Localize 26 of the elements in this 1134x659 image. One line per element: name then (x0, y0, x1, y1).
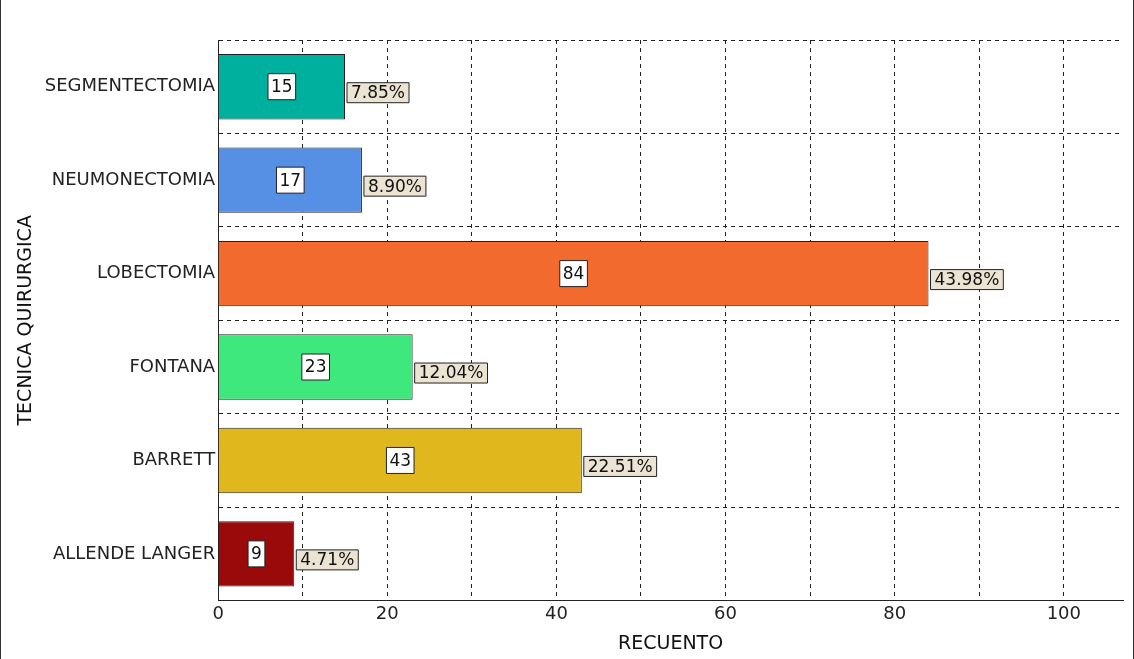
annotation: 7.85% (351, 82, 406, 103)
data-label: 17 (279, 169, 302, 190)
y-tick-label: LOBECTOMIA (97, 261, 216, 283)
x-tick-label: 60 (714, 602, 737, 624)
y-axis-title: TECNICA QUIRURGICA (13, 215, 36, 427)
y-tick-label: ALLENDE LANGER (52, 541, 216, 563)
data-label: 9 (251, 543, 262, 564)
y-tick-label: FONTANA (129, 354, 216, 376)
annotation: 8.90% (367, 175, 422, 196)
annotation: 43.98% (934, 269, 1000, 290)
x-tick-label: 20 (375, 602, 399, 624)
annotation: 22.51% (587, 455, 653, 476)
x-tick-label: 0 (212, 602, 224, 624)
x-tick-label: 100 (1046, 602, 1081, 624)
y-tick-label: NEUMONECTOMIA (51, 167, 216, 189)
annotation: 12.04% (418, 362, 484, 383)
data-label: 15 (271, 76, 293, 97)
data-label: 84 (562, 263, 585, 284)
data-label: 43 (389, 449, 412, 470)
annotation: 4.71% (300, 549, 355, 570)
y-tick-label: BARRETT (132, 448, 217, 470)
x-tick-label: 40 (544, 602, 568, 624)
x-tick-label: 80 (883, 602, 907, 624)
x-axis-title: RECUENTO (618, 630, 724, 653)
data-label: 23 (304, 356, 327, 377)
y-tick-label: SEGMENTECTOMIA (44, 74, 216, 96)
